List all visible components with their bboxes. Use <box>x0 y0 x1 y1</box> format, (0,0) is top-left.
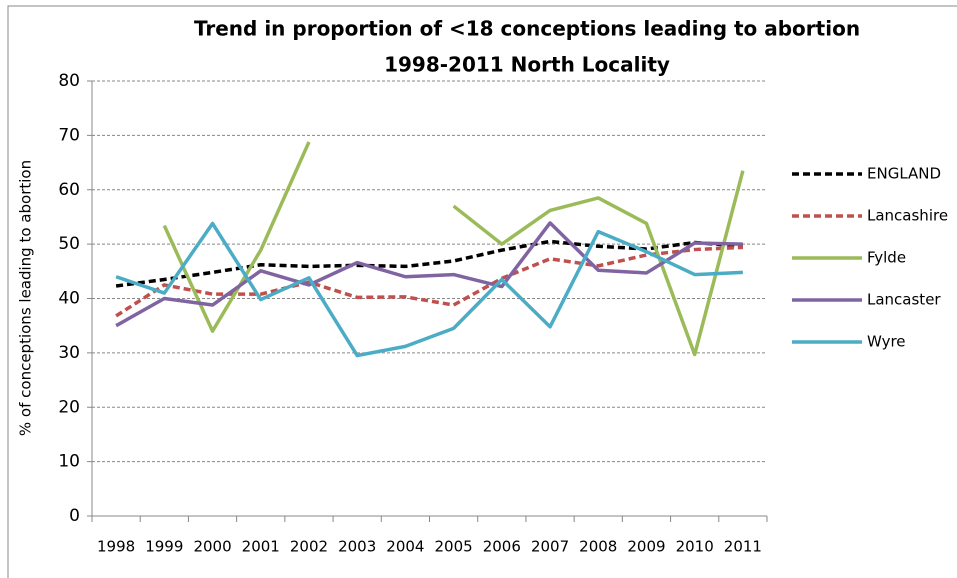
x-tick-label: 2002 <box>290 538 328 556</box>
legend-label: Wyre <box>867 333 906 351</box>
legend-label: ENGLAND <box>867 165 941 183</box>
x-tick-label: 2008 <box>579 538 617 556</box>
x-tick-label: 2000 <box>193 538 231 556</box>
chart-title: 1998-2011 North Locality <box>384 53 670 77</box>
chart-title: Trend in proportion of <18 conceptions l… <box>194 17 860 41</box>
series-line <box>115 239 744 288</box>
series-line <box>162 141 745 357</box>
y-tick-label: 40 <box>58 289 80 309</box>
series-line <box>115 245 743 318</box>
y-tick-label: 10 <box>58 452 80 472</box>
x-tick-label: 2007 <box>531 538 569 556</box>
legend-label: Lancashire <box>867 207 948 225</box>
legend-label: Fylde <box>867 249 906 267</box>
x-tick-label: 2006 <box>483 538 521 556</box>
y-tick-label: 30 <box>58 343 80 363</box>
y-tick-label: 50 <box>58 234 80 254</box>
x-tick-label: 2009 <box>627 538 665 556</box>
y-axis-label: % of conceptions leading to abortion <box>17 160 35 436</box>
x-tick-label: 2003 <box>338 538 376 556</box>
chart-frame <box>7 5 957 578</box>
series-line <box>115 221 743 358</box>
x-tick-label: 1998 <box>97 538 135 556</box>
x-tick-label: 1999 <box>145 538 183 556</box>
y-tick-label: 20 <box>58 397 80 417</box>
legend-label: Lancaster <box>867 291 941 309</box>
y-tick-label: 80 <box>58 71 80 91</box>
y-tick-label: 70 <box>58 125 80 145</box>
x-tick-label: 2010 <box>676 538 714 556</box>
x-tick-label: 2005 <box>435 538 473 556</box>
series-line <box>115 221 743 328</box>
x-tick-label: 2011 <box>724 538 762 556</box>
y-tick-label: 0 <box>69 506 80 526</box>
x-tick-label: 2001 <box>242 538 280 556</box>
y-tick-label: 60 <box>58 180 80 200</box>
x-tick-label: 2004 <box>386 538 424 556</box>
